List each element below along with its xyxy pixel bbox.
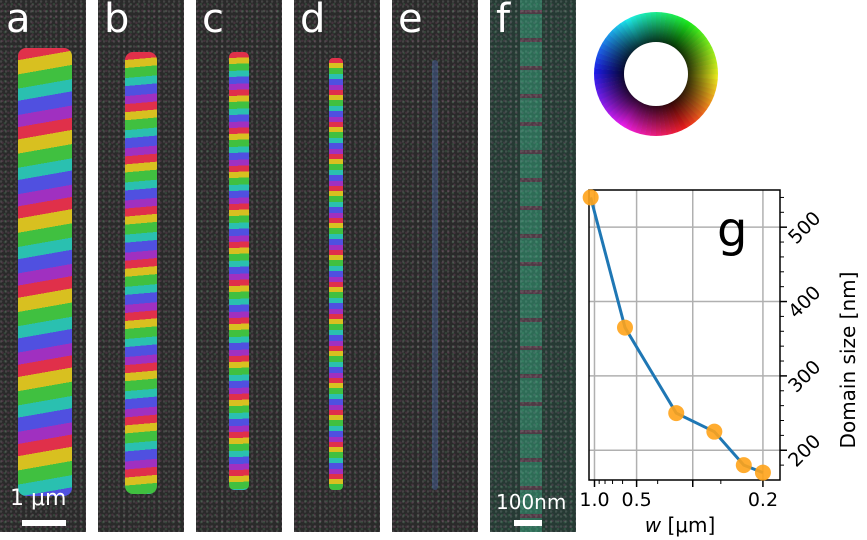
data-point: [706, 423, 723, 440]
domain-strip-b: [125, 52, 157, 494]
y-tick-label: 400: [784, 282, 825, 323]
panel-label-e: e: [398, 0, 423, 42]
color-wheel-hole: [624, 42, 688, 106]
domain-size-chart: 1.0 0.5 0.2 200 300 400 500 g w [μm] Domain si…: [579, 189, 860, 537]
panel-b: b: [98, 0, 184, 532]
panel-label-g: g: [717, 202, 747, 258]
y-axis-label: Domain size [nm]: [836, 272, 860, 449]
scale-bar-f: [514, 520, 542, 526]
color-wheel: [594, 12, 718, 136]
panel-label-b: b: [104, 0, 130, 42]
y-tick-label: 500: [784, 207, 825, 248]
domain-strip-a: [18, 48, 72, 496]
panel-e: e: [392, 0, 478, 532]
plot-frame: [588, 189, 781, 481]
x-tick-label: 1.0: [579, 489, 609, 511]
panel-label-c: c: [202, 0, 224, 42]
x-tick-label: 0.2: [748, 489, 778, 511]
scale-bar-label-a: 1 μm: [10, 486, 67, 511]
panel-label-f: f: [496, 0, 511, 42]
panel-a: a 1 μm: [0, 0, 86, 532]
chart-axes: [588, 189, 787, 487]
data-point: [616, 319, 633, 336]
panel-d: d: [294, 0, 380, 532]
panel-f: f 100nm: [490, 0, 576, 532]
domain-strip-e: [432, 60, 438, 490]
domain-strip-d: [329, 58, 343, 490]
x-axis-label: w [μm]: [645, 513, 716, 537]
chart-grid: [589, 190, 780, 480]
data-points: [582, 189, 771, 481]
x-tick-label: 0.5: [621, 489, 651, 511]
data-point: [668, 405, 685, 422]
y-tick-label: 300: [784, 356, 825, 397]
domain-strip-f: [520, 0, 542, 532]
panel-label-a: a: [6, 0, 31, 42]
tick-labels: 1.0 0.5 0.2 200 300 400 500: [579, 207, 825, 511]
data-point: [754, 464, 771, 481]
scale-bar-label-f: 100nm: [496, 490, 567, 514]
data-point: [735, 457, 752, 474]
domain-strip-c: [229, 52, 249, 490]
panel-c: c: [196, 0, 282, 532]
y-tick-label: 200: [784, 430, 825, 471]
data-point: [582, 189, 599, 206]
scale-bar-a: [22, 520, 66, 526]
panel-label-d: d: [300, 0, 326, 42]
